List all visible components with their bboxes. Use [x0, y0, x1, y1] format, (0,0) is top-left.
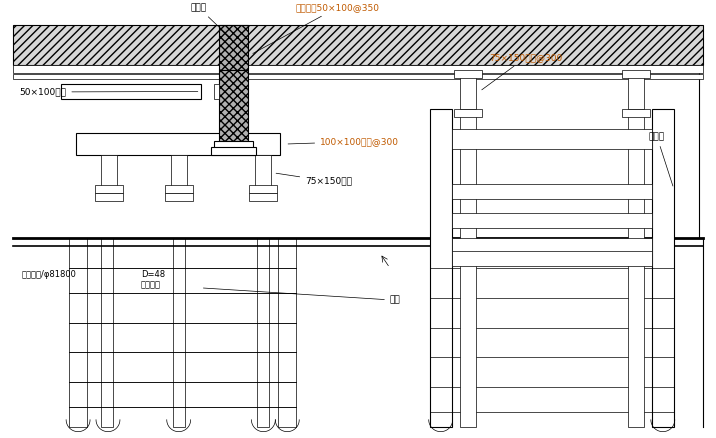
Text: 50×100方木: 50×100方木 — [19, 88, 198, 96]
Bar — [95, 185, 123, 193]
Bar — [628, 110, 644, 427]
Bar — [460, 74, 475, 110]
Bar — [452, 129, 652, 149]
Bar — [257, 238, 269, 427]
Bar — [452, 251, 652, 266]
Bar — [460, 110, 475, 427]
Bar — [652, 110, 674, 427]
Bar — [213, 141, 253, 149]
Bar — [452, 184, 652, 198]
Text: 立档方木50×100@350: 立档方木50×100@350 — [253, 3, 379, 53]
Bar — [622, 70, 650, 78]
Bar — [170, 155, 187, 191]
Text: D=48
钉管立杆: D=48 钉管立杆 — [141, 270, 165, 290]
Bar — [165, 185, 193, 193]
Bar — [452, 213, 652, 228]
Bar — [95, 193, 123, 201]
Bar — [628, 74, 644, 110]
Bar — [218, 70, 248, 144]
Bar — [256, 155, 271, 191]
Bar — [165, 193, 193, 201]
Bar — [101, 155, 117, 191]
Bar — [14, 25, 702, 65]
Text: 75×150方木: 75×150方木 — [276, 173, 352, 186]
Bar — [452, 238, 652, 253]
Bar — [101, 238, 113, 427]
Text: 半门架: 半门架 — [649, 132, 673, 186]
Bar — [249, 193, 277, 201]
Bar — [430, 110, 452, 427]
Text: 75×150方木@300: 75×150方木@300 — [482, 53, 563, 90]
Text: 100×100方木@300: 100×100方木@300 — [288, 137, 399, 146]
Text: 胶合板: 胶合板 — [190, 3, 231, 39]
Bar — [454, 110, 482, 117]
Bar — [213, 84, 218, 99]
Bar — [249, 185, 277, 193]
Bar — [622, 110, 650, 117]
Text: 水平钉管/φ81800: 水平钉管/φ81800 — [21, 270, 76, 279]
Bar — [454, 70, 482, 78]
Bar — [14, 65, 702, 73]
Bar — [279, 238, 296, 427]
Bar — [61, 84, 200, 99]
Bar — [69, 238, 87, 427]
Bar — [173, 238, 185, 427]
Text: 门架: 门架 — [203, 288, 401, 305]
Bar — [211, 147, 256, 155]
Bar — [218, 25, 248, 70]
Bar — [76, 133, 280, 155]
Bar — [14, 74, 702, 78]
